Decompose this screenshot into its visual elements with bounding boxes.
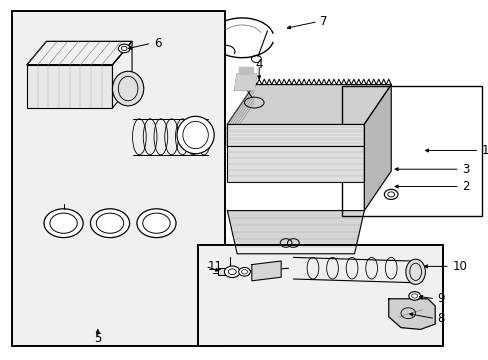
Text: 3: 3	[461, 163, 468, 176]
Bar	[217, 268, 226, 275]
Polygon shape	[27, 41, 132, 65]
Text: 4: 4	[255, 58, 263, 71]
Polygon shape	[238, 67, 253, 74]
Bar	[12, 11, 224, 346]
Bar	[198, 245, 442, 346]
Text: 8: 8	[437, 312, 444, 325]
Text: 2: 2	[461, 180, 468, 193]
Bar	[27, 65, 112, 108]
Ellipse shape	[224, 266, 240, 278]
Polygon shape	[364, 85, 390, 211]
Text: 10: 10	[451, 260, 466, 273]
Ellipse shape	[238, 267, 250, 276]
Ellipse shape	[112, 71, 143, 106]
Polygon shape	[112, 41, 132, 108]
Text: 11: 11	[207, 260, 223, 273]
Ellipse shape	[177, 116, 214, 154]
Polygon shape	[234, 74, 256, 90]
Text: 9: 9	[437, 292, 444, 305]
Polygon shape	[227, 85, 390, 146]
Bar	[198, 245, 442, 346]
Ellipse shape	[137, 209, 176, 238]
Bar	[12, 11, 224, 346]
Polygon shape	[227, 211, 364, 254]
Ellipse shape	[384, 189, 397, 199]
Polygon shape	[227, 85, 390, 124]
Polygon shape	[251, 261, 281, 281]
Ellipse shape	[405, 259, 425, 284]
Ellipse shape	[90, 209, 129, 238]
Text: 6: 6	[154, 37, 161, 50]
Ellipse shape	[408, 292, 420, 300]
Ellipse shape	[44, 209, 83, 238]
Text: 5: 5	[94, 332, 102, 345]
Ellipse shape	[118, 44, 130, 53]
Bar	[227, 146, 364, 182]
Text: 1: 1	[481, 144, 488, 157]
Polygon shape	[388, 299, 434, 329]
Bar	[342, 86, 481, 216]
Text: 7: 7	[320, 15, 327, 28]
Bar	[227, 124, 364, 146]
